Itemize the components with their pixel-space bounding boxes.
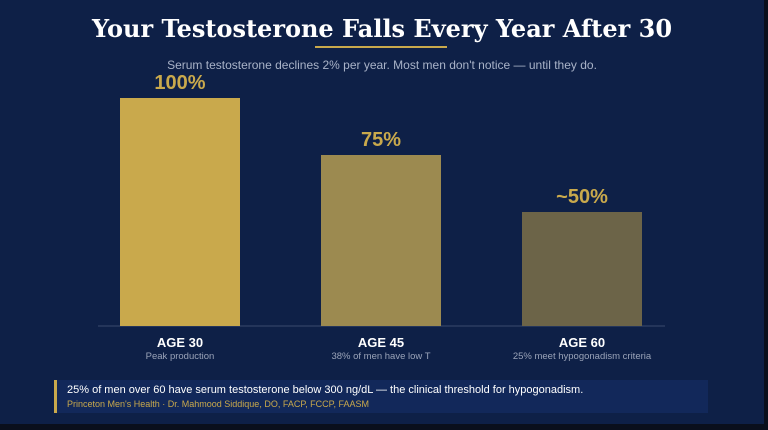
chart-title: Your Testosterone Falls Every Year After… xyxy=(91,14,673,43)
category-sublabel-age-60: 25% meet hypogonadism criteria xyxy=(512,351,652,362)
data-label-age-60: ~50% xyxy=(556,186,608,208)
footer-callout: 25% of men over 60 have serum testostero… xyxy=(54,380,708,413)
chart-subtitle: Serum testosterone declines 2% per year.… xyxy=(167,58,597,72)
title-underline xyxy=(315,46,447,48)
bar-age-45 xyxy=(321,155,441,326)
category-sublabel-age-45: 38% of men have low T xyxy=(331,351,431,362)
data-label-age-30: 100% xyxy=(154,72,205,94)
category-label-age-45: AGE 45 xyxy=(357,335,405,350)
bar-chart: 100% 75% ~50% xyxy=(98,72,665,327)
footer-credit: Princeton Men's Health · Dr. Mahmood Sid… xyxy=(67,399,370,409)
category-label-age-60: AGE 60 xyxy=(558,335,606,350)
bar-age-30 xyxy=(120,98,240,326)
bar-age-60 xyxy=(522,212,642,326)
category-sublabel-age-30: Peak production xyxy=(145,351,215,362)
data-label-age-45: 75% xyxy=(361,129,401,151)
footer-statement: 25% of men over 60 have serum testostero… xyxy=(67,384,584,396)
category-label-age-30: AGE 30 xyxy=(156,335,204,350)
